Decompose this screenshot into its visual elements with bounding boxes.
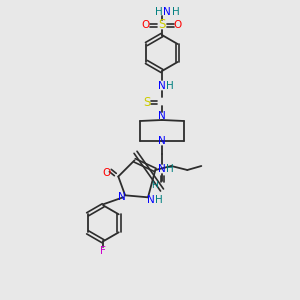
Text: N: N [118, 192, 126, 202]
Text: H: H [166, 164, 174, 174]
Text: F: F [100, 246, 106, 256]
Text: S: S [158, 19, 166, 32]
Text: O: O [102, 167, 110, 178]
Text: H: H [166, 81, 174, 91]
Text: N: N [158, 111, 166, 121]
Text: S: S [143, 95, 151, 109]
Text: N: N [158, 81, 166, 91]
Text: N: N [158, 136, 166, 146]
Text: H: H [155, 195, 163, 205]
Text: O: O [174, 20, 182, 30]
Text: N: N [163, 7, 171, 17]
Text: N: N [158, 164, 166, 174]
Text: H: H [151, 181, 158, 190]
Text: H: H [172, 7, 180, 17]
Text: H: H [155, 7, 163, 17]
Text: N: N [147, 195, 155, 205]
Text: O: O [142, 20, 150, 30]
